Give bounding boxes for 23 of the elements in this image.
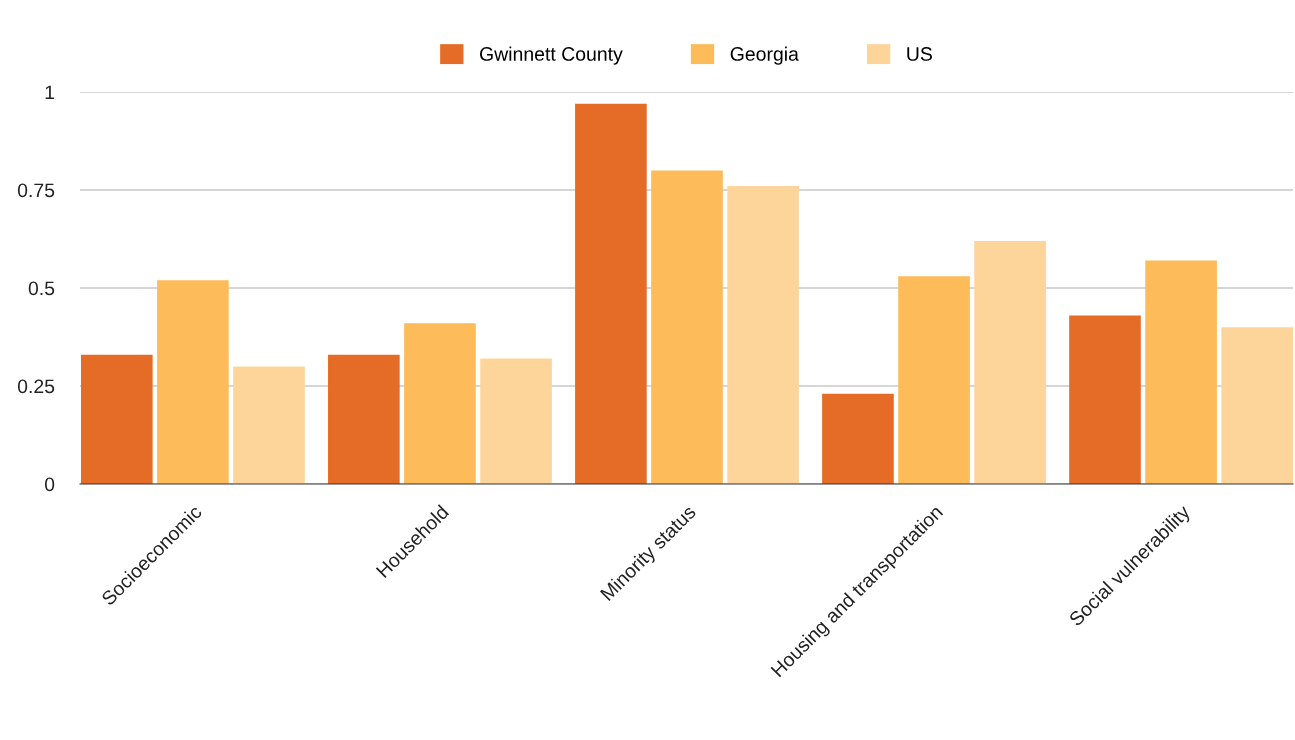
bar xyxy=(727,186,799,484)
bar xyxy=(822,393,894,484)
bar xyxy=(233,366,305,484)
y-tick-label: 0.5 xyxy=(28,281,55,296)
bar xyxy=(328,354,400,484)
bar xyxy=(1145,260,1217,484)
y-tick-label: 0 xyxy=(44,477,55,492)
bar xyxy=(404,323,476,484)
bar xyxy=(898,276,970,484)
y-tick-label: 0.75 xyxy=(17,183,55,198)
bar xyxy=(157,280,229,484)
bar xyxy=(651,170,723,484)
legend-label: Gwinnett County xyxy=(480,46,623,65)
bar xyxy=(1221,327,1293,484)
bar xyxy=(974,240,1046,484)
legend-label: Georgia xyxy=(730,46,799,65)
bar xyxy=(575,103,647,484)
y-tick-label: 0.25 xyxy=(17,379,55,394)
bar xyxy=(80,354,153,484)
bar xyxy=(480,358,552,484)
legend-label: US xyxy=(907,47,932,61)
y-tick-label: 1 xyxy=(45,85,55,100)
bar xyxy=(1069,315,1141,484)
